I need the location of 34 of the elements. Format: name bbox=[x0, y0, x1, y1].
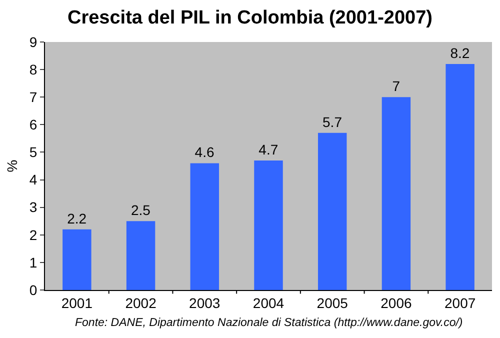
y-tick-label: 9 bbox=[29, 34, 38, 50]
y-tick-label: 2 bbox=[29, 226, 38, 243]
bar bbox=[126, 221, 156, 290]
bar bbox=[62, 229, 92, 290]
data-label: 5.7 bbox=[322, 114, 342, 130]
y-tick-label: 3 bbox=[29, 199, 38, 216]
x-tick-label: 2005 bbox=[316, 294, 348, 311]
bar bbox=[382, 97, 411, 290]
y-tick-label: 8 bbox=[29, 61, 38, 78]
bar bbox=[190, 163, 220, 290]
y-axis-title: % bbox=[4, 160, 20, 172]
y-tick-label: 5 bbox=[29, 144, 38, 160]
data-label: 4.6 bbox=[194, 144, 214, 160]
bar bbox=[446, 64, 474, 290]
data-label: 2.5 bbox=[130, 202, 151, 218]
bar bbox=[318, 132, 347, 290]
x-tick-label: 2004 bbox=[252, 294, 284, 311]
data-label: 2.2 bbox=[67, 210, 87, 226]
chart-title: Crescita del PIL in Colombia (2001-2007) bbox=[67, 7, 433, 28]
x-tick-label: 2007 bbox=[444, 294, 476, 311]
y-tick-label: 1 bbox=[29, 254, 38, 270]
bar bbox=[254, 160, 283, 290]
y-tick-label: 0 bbox=[29, 282, 38, 298]
x-tick-label: 2006 bbox=[380, 294, 412, 311]
data-label: 4.7 bbox=[258, 141, 278, 158]
data-label: 7 bbox=[392, 78, 400, 94]
x-tick-label: 2001 bbox=[61, 294, 93, 311]
data-label: 8.2 bbox=[450, 45, 470, 62]
source-note: Fonte: DANE, Dipartimento Nazionale di Statistica (http://www.dane.gov.co/) bbox=[75, 317, 463, 329]
x-tick-label: 2002 bbox=[125, 294, 157, 311]
y-tick-label: 6 bbox=[29, 116, 38, 133]
y-tick-label: 4 bbox=[29, 172, 38, 188]
y-tick-label: 7 bbox=[29, 89, 38, 106]
x-tick-label: 2003 bbox=[189, 294, 220, 311]
